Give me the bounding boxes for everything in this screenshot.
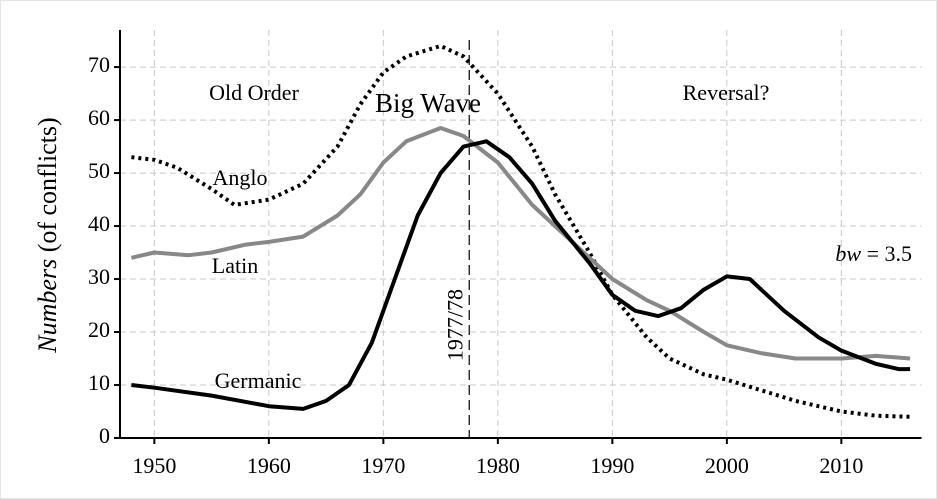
line bbox=[131, 139, 911, 411]
y-axis-label: Numbers (of conflicts) bbox=[33, 117, 62, 353]
x-tick-label: 1960 bbox=[247, 453, 291, 478]
y-tick-label: 70 bbox=[88, 52, 110, 77]
y-tick-label: 10 bbox=[88, 370, 110, 395]
x-tick-label: 1980 bbox=[476, 453, 520, 478]
line bbox=[130, 126, 911, 361]
annotation: Big Wave bbox=[375, 88, 481, 118]
x-tick-label: 1970 bbox=[361, 453, 405, 478]
bandwidth-value: = 3.5 bbox=[867, 241, 912, 266]
series-label: Germanic bbox=[215, 368, 302, 393]
y-label-italic: Numbers bbox=[33, 259, 62, 354]
series-label: Anglo bbox=[213, 165, 268, 190]
y-tick-label: 20 bbox=[88, 317, 110, 342]
y-tick-label: 60 bbox=[88, 105, 110, 130]
y-tick-label: 50 bbox=[88, 158, 110, 183]
line bbox=[131, 43, 911, 419]
x-tick-label: 2010 bbox=[819, 453, 863, 478]
x-tick-label: 1950 bbox=[132, 453, 176, 478]
x-tick-label: 2000 bbox=[705, 453, 749, 478]
series-label: Latin bbox=[212, 253, 258, 278]
y-tick-label: 40 bbox=[88, 211, 110, 236]
annotation: Old Order bbox=[209, 80, 299, 105]
reference-label: 1977/78 bbox=[442, 289, 467, 361]
y-tick-label: 0 bbox=[99, 423, 110, 448]
y-tick-label: 30 bbox=[88, 264, 110, 289]
bandwidth-var: bw bbox=[835, 241, 861, 266]
bandwidth-note: bw = 3.5 bbox=[835, 241, 912, 266]
x-tick-label: 1990 bbox=[590, 453, 634, 478]
annotation: Reversal? bbox=[683, 80, 770, 105]
y-label-rest: (of conflicts) bbox=[33, 117, 62, 252]
